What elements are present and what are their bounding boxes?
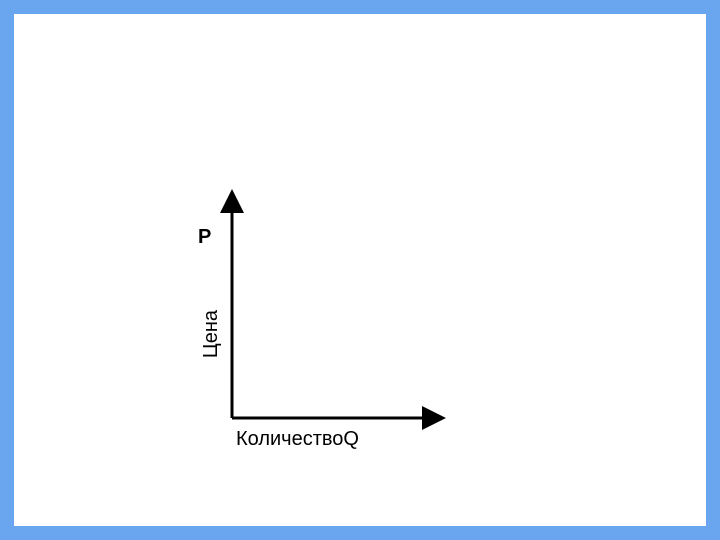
slide-frame: P Цена КоличествоQ bbox=[0, 0, 720, 540]
x-axis-label: КоличествоQ bbox=[236, 428, 359, 451]
y-axis-label-word: Цена bbox=[200, 310, 223, 358]
y-axis-label-p: P bbox=[198, 226, 211, 249]
axes-chart bbox=[0, 0, 720, 540]
